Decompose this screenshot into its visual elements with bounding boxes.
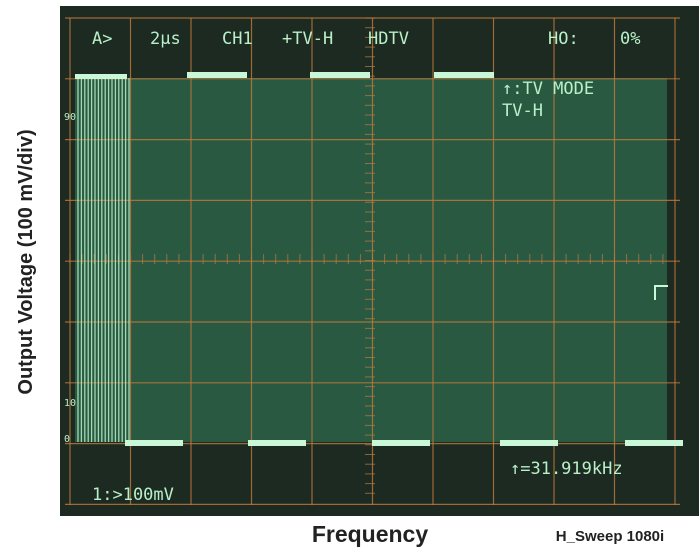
screen-text: 2μs — [150, 29, 181, 49]
y-axis-label: Output Voltage (100 mV/div) — [15, 129, 37, 394]
waveform — [75, 72, 683, 446]
edge-pulse — [654, 285, 668, 300]
screen-text: HDTV — [368, 29, 409, 49]
level-low — [125, 440, 183, 446]
screen-text: ↑=31.919kHz — [510, 459, 623, 479]
caption: H_Sweep 1080i — [556, 528, 664, 545]
level-high — [75, 74, 127, 79]
level-high — [310, 72, 370, 78]
screen-text: ↑:TV MODE — [502, 79, 594, 99]
screen-text: HO: — [548, 29, 579, 49]
level-high — [434, 72, 494, 78]
screen-text: CH1 — [222, 29, 253, 49]
level-high — [187, 72, 247, 78]
screen-text: +TV-H — [282, 29, 333, 49]
level-low — [248, 440, 306, 446]
screen-text: A> — [92, 29, 112, 49]
level-low — [372, 440, 430, 446]
level-low — [625, 440, 683, 446]
screen-text: 0% — [620, 29, 640, 49]
screen-text: 0 — [64, 434, 70, 445]
screen-text: TV-H — [502, 101, 543, 121]
screen-text: 1:>100mV — [92, 485, 174, 505]
x-axis-label: Frequency — [312, 521, 429, 547]
screen-text: 90 — [64, 112, 76, 123]
level-low — [500, 440, 558, 446]
screen-text: 10 — [64, 398, 76, 409]
